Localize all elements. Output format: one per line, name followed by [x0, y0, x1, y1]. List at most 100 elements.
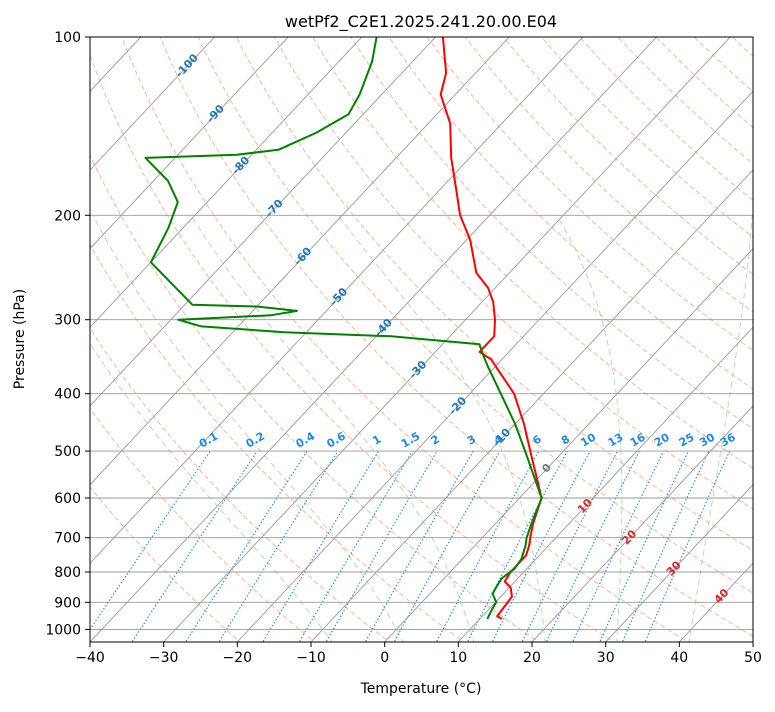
x-axis-label: Temperature (°C): [360, 681, 482, 697]
chart-title: wetPf2_C2E1.2025.241.20.00.E04: [285, 12, 557, 32]
dry-adiabat-line: [312, 37, 753, 470]
dry-adiabat-line: [579, 37, 753, 201]
dry-adiabat-line: [197, 37, 753, 594]
isotherm-line: [163, 37, 731, 642]
mixing-ratio-label: 0.4: [294, 429, 318, 450]
mixing-ratio-label: 25: [677, 431, 697, 450]
y-tick-label: 100: [54, 30, 81, 46]
moist-adiabat-line: [556, 215, 623, 642]
dry-adiabat-line: [350, 37, 753, 430]
mixing-ratio-line: [435, 450, 540, 642]
dry-adiabat-line: [693, 37, 753, 93]
x-tick-label: −30: [149, 650, 179, 666]
moist-adiabat-line: [190, 215, 475, 642]
mixing-ratio-line: [572, 450, 665, 642]
moist-adiabat-line: [688, 215, 753, 642]
dry-adiabat-line: [655, 37, 753, 129]
mixing-ratio-line: [545, 450, 640, 642]
isotherm-line: [605, 484, 753, 642]
x-tick-label: 50: [744, 650, 762, 666]
x-tick-label: 40: [670, 650, 688, 666]
mixing-ratio-label: 16: [628, 430, 648, 449]
dry-adiabat-line: [90, 153, 540, 642]
y-tick-label: 500: [54, 444, 81, 460]
mixing-ratio-line: [262, 450, 380, 642]
x-tick-label: 20: [523, 650, 541, 666]
background-lines: [0, 24, 753, 645]
x-tick-label: 30: [597, 650, 615, 666]
dry-adiabat-line: [90, 327, 391, 642]
y-tick-label: 200: [54, 208, 81, 224]
mixing-ratio-label: 1.5: [399, 430, 422, 451]
dry-adiabat-line: [464, 37, 753, 313]
dry-adiabat-line: [502, 37, 753, 276]
isotherm-line: [457, 326, 753, 642]
axes: −40 −30 −20 −10 0 10 20 30 40 5010020030040050060…: [45, 30, 762, 666]
y-axis-label: Pressure (hPa): [12, 289, 28, 389]
dry-adiabat-line: [540, 37, 753, 238]
isotherm-line: [90, 37, 216, 171]
isotherm-line: [90, 37, 510, 486]
mixing-ratio-line: [325, 450, 438, 642]
dry-adiabat-line: [90, 407, 316, 642]
y-tick-label: 400: [54, 387, 81, 403]
mixing-ratio-line: [491, 450, 591, 642]
mixing-ratio-label: 20: [652, 430, 672, 449]
mixing-ratio-line: [131, 450, 258, 642]
line-labels: -100-90-80-70-60-50-40-30-20-10010203040…: [173, 51, 738, 606]
dry-adiabat-line: [90, 243, 466, 642]
mixing-ratio-label: 13: [606, 431, 626, 450]
dry-adiabat-line: [159, 37, 753, 637]
y-tick-label: 800: [54, 565, 81, 581]
mixing-ratio-label: 2: [429, 433, 442, 448]
mixing-ratio-line: [466, 450, 568, 642]
mixing-ratio-line: [218, 450, 339, 642]
plot-frame: [89, 36, 754, 643]
mixing-ratio-line: [644, 450, 731, 642]
x-tick-label: −10: [296, 650, 326, 666]
dry-adiabat-line: [426, 37, 753, 352]
dry-adiabat-line: [388, 37, 753, 390]
mixing-ratio-label: 6: [530, 432, 543, 447]
mixing-ratio-line: [599, 450, 689, 642]
isotherm-line: [90, 37, 658, 642]
isotherm-line: [90, 37, 584, 564]
y-tick-label: 900: [54, 595, 81, 611]
temperature-line: [439, 37, 543, 620]
mixing-ratio-line: [521, 450, 618, 642]
mixing-ratio-line: [364, 450, 474, 642]
x-tick-label: 0: [380, 650, 389, 666]
y-tick-label: 1000: [45, 622, 81, 638]
isotherm-line: [0, 24, 6, 645]
isotherm-line: [531, 405, 753, 642]
isotherm-line: [384, 248, 753, 642]
moist-adiabat-line: [90, 342, 333, 642]
mixing-ratio-line: [185, 450, 308, 642]
dewpoint-line: [144, 37, 543, 620]
y-tick-label: 700: [54, 531, 81, 547]
profiles: [144, 37, 543, 620]
isotherm-line: [310, 169, 753, 642]
mixing-ratio-line: [90, 450, 211, 631]
isotherm-line: [90, 37, 437, 407]
x-tick-label: −20: [223, 650, 253, 666]
mixing-ratio-label: 0.1: [197, 430, 220, 451]
isotherm-line: [236, 90, 753, 642]
dry-adiabat-line: [90, 53, 615, 642]
moist-adiabat-line: [337, 214, 546, 642]
x-tick-label: 10: [449, 650, 467, 666]
mixing-ratio-label: 0.2: [244, 430, 267, 451]
dry-adiabat-line: [90, 486, 241, 642]
mixing-ratio-label: 3: [465, 433, 478, 448]
mixing-ratio-label: 8: [559, 433, 572, 448]
dry-adiabat-line: [121, 37, 690, 642]
y-tick-label: 600: [54, 491, 81, 507]
isotherm-line: [90, 37, 363, 328]
y-tick-label: 300: [54, 313, 81, 329]
mixing-ratio-line: [621, 450, 710, 642]
moist-adiabat-line: [92, 215, 404, 642]
isotherm-line: [752, 641, 753, 642]
isotherm-line: [678, 562, 753, 642]
mixing-ratio-label: 1: [370, 433, 383, 448]
